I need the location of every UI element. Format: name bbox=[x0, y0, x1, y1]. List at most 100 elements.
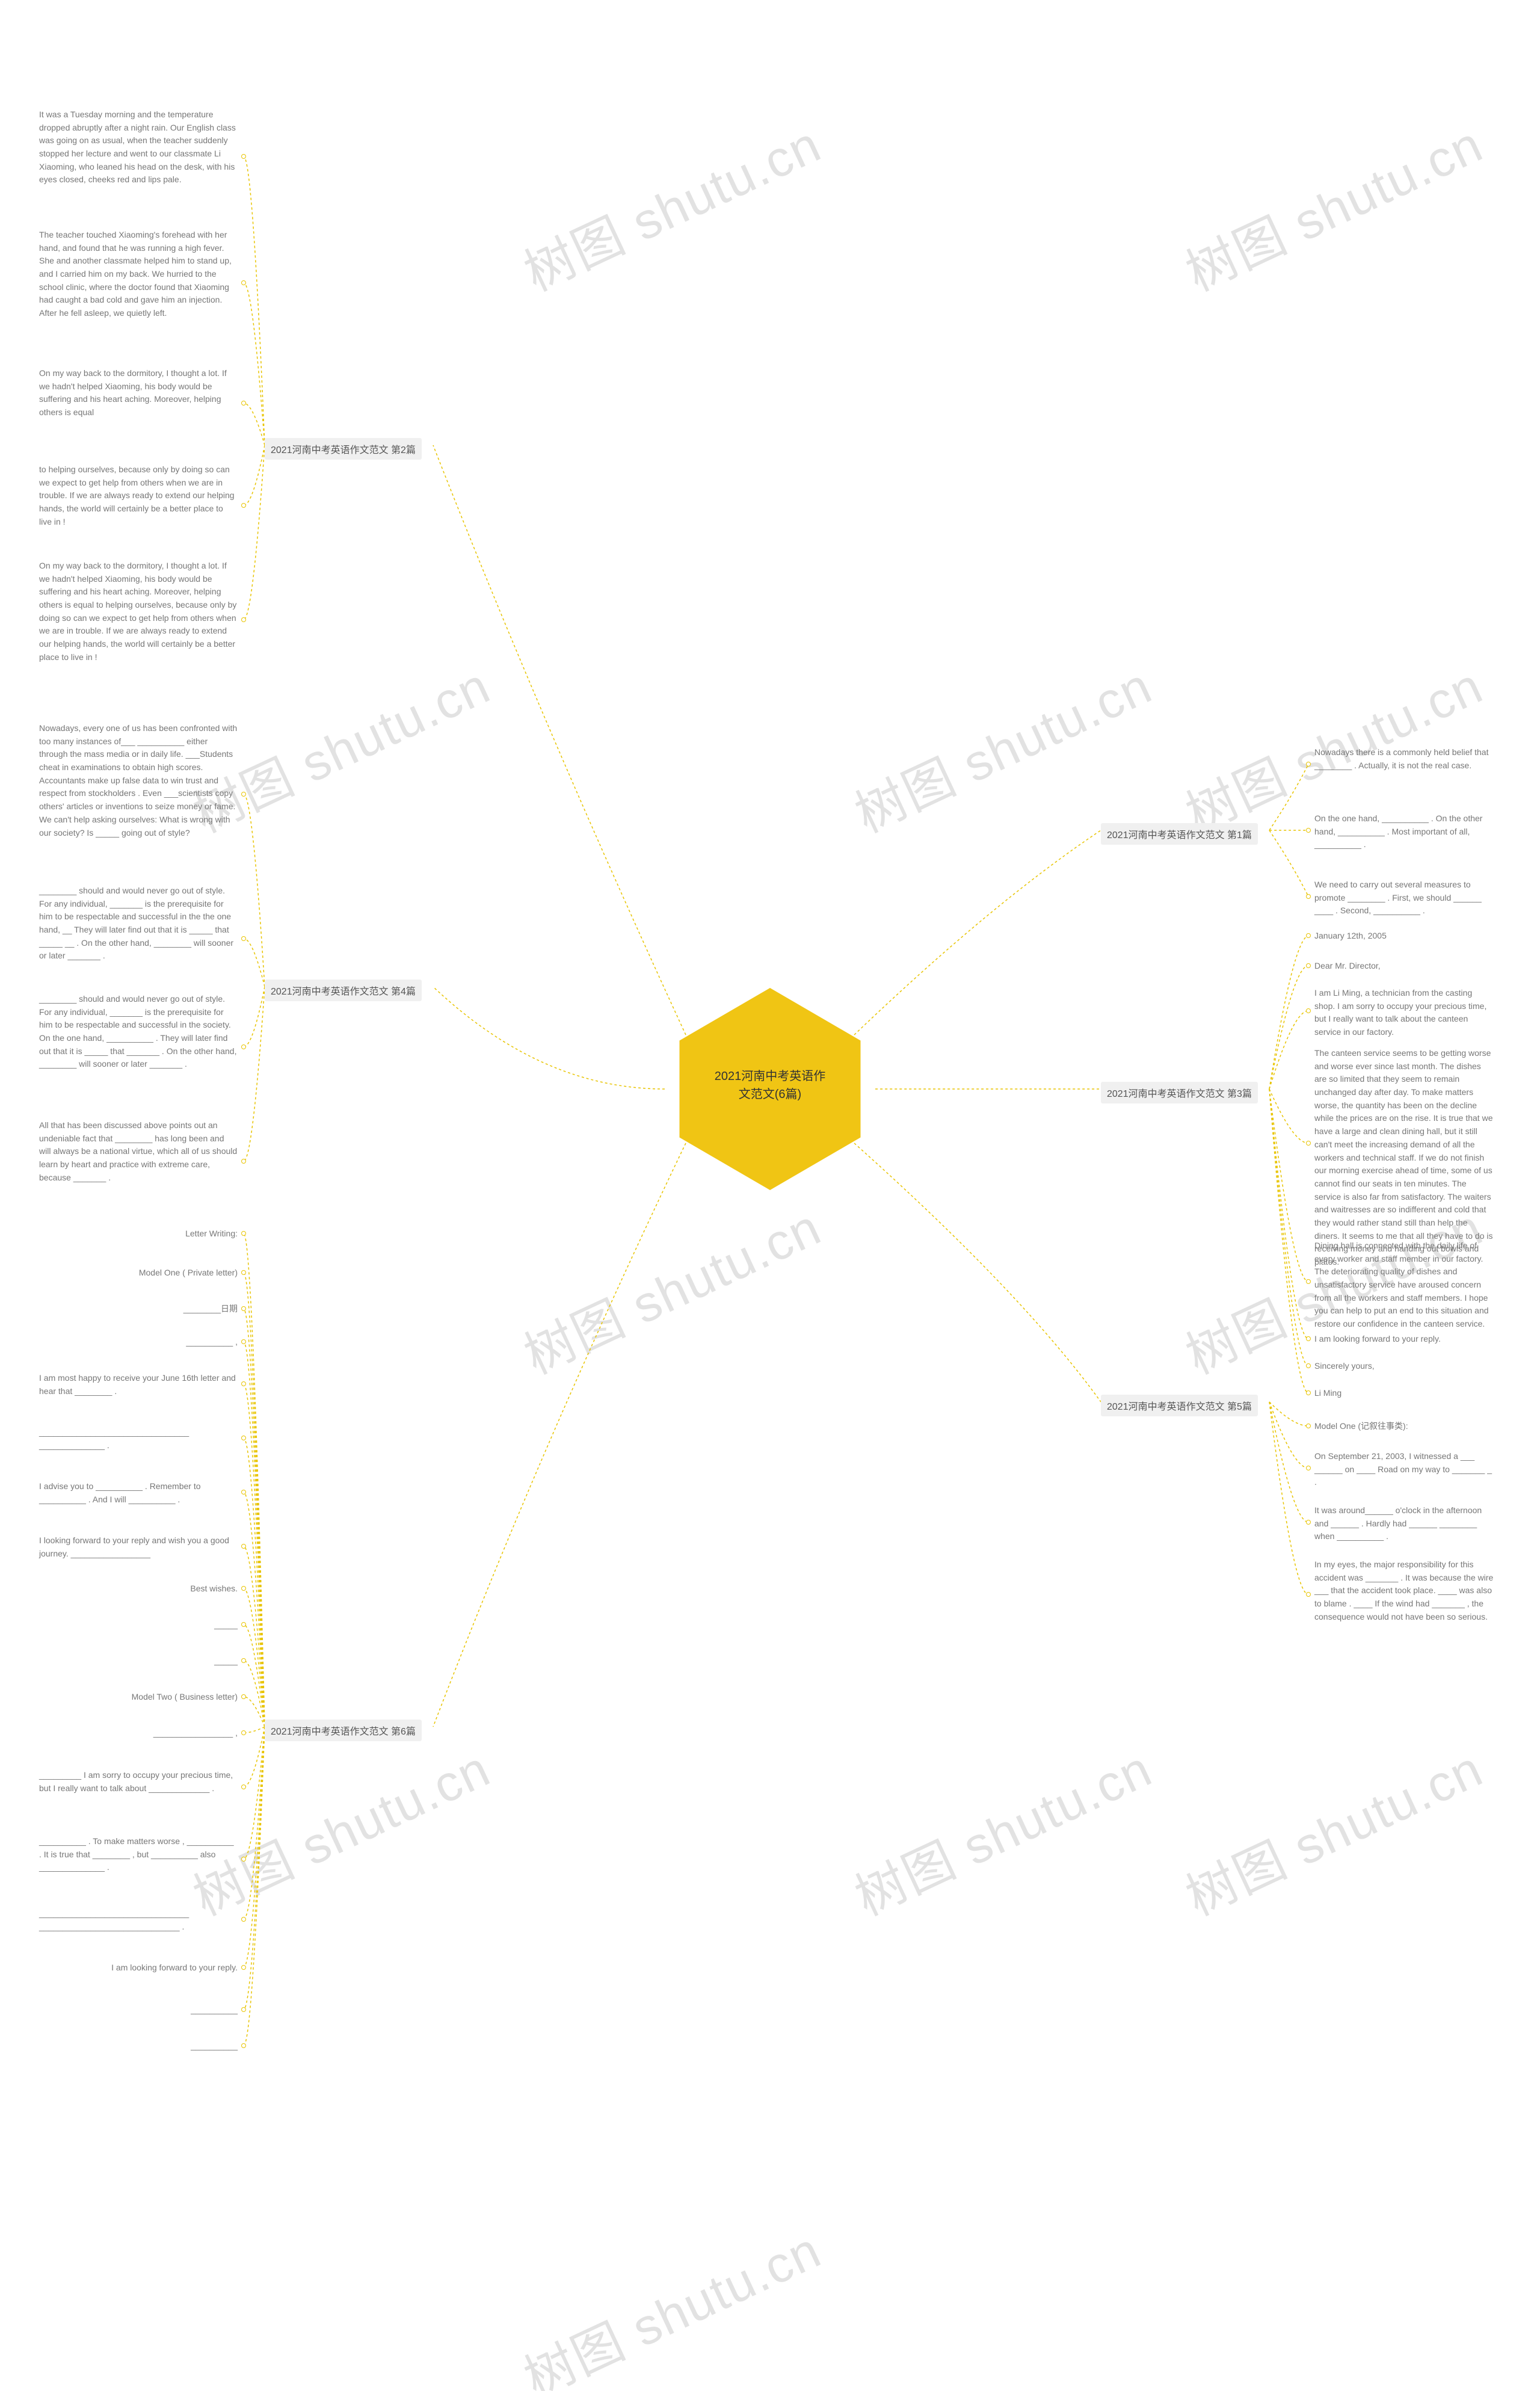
leaf-text: Model One ( Private letter) bbox=[39, 1266, 238, 1280]
leaf-dot bbox=[241, 1306, 246, 1311]
leaf-dot bbox=[1306, 1141, 1311, 1146]
leaf-dot bbox=[241, 792, 246, 797]
leaf-text: I am Li Ming, a technician from the cast… bbox=[1314, 987, 1495, 1039]
leaf-text: __________ , bbox=[39, 1336, 238, 1349]
leaf-text: I am looking forward to your reply. bbox=[39, 1961, 238, 1975]
watermark: 树图 shutu.cn bbox=[180, 1729, 500, 1930]
leaf-text: I am looking forward to your reply. bbox=[1314, 1333, 1495, 1346]
leaf-text: Li Ming bbox=[1314, 1387, 1495, 1400]
leaf-text: Letter Writing: bbox=[39, 1227, 238, 1241]
leaf-text: I looking forward to your reply and wish… bbox=[39, 1534, 238, 1560]
leaf-text: __________ . To make matters worse , ___… bbox=[39, 1835, 238, 1874]
leaf-dot bbox=[241, 1694, 246, 1699]
leaf-text: _____ bbox=[39, 1618, 238, 1632]
leaf-dot bbox=[241, 1381, 246, 1386]
leaf-dot bbox=[1306, 1008, 1311, 1013]
leaf-dot bbox=[1306, 1520, 1311, 1525]
leaf-text: On my way back to the dormitory, I thoug… bbox=[39, 560, 238, 664]
leaf-text: Model One (记叙往事类): bbox=[1314, 1420, 1495, 1433]
leaf-dot bbox=[1306, 963, 1311, 968]
leaf-dot bbox=[1306, 1592, 1311, 1597]
center-title: 2021河南中考英语作文范文(6篇) bbox=[710, 1067, 830, 1103]
leaf-dot bbox=[241, 1231, 246, 1236]
leaf-text: The canteen service seems to be getting … bbox=[1314, 1047, 1495, 1269]
leaf-dot bbox=[1306, 933, 1311, 938]
leaf-dot bbox=[1306, 1390, 1311, 1395]
watermark: 树图 shutu.cn bbox=[511, 1187, 831, 1388]
branch-5[interactable]: 2021河南中考英语作文范文 第5篇 bbox=[1101, 1395, 1258, 1416]
leaf-dot bbox=[241, 1544, 246, 1549]
leaf-text: Dear Mr. Director, bbox=[1314, 960, 1495, 973]
leaf-text: On my way back to the dormitory, I thoug… bbox=[39, 367, 238, 419]
watermark: 树图 shutu.cn bbox=[842, 646, 1162, 847]
leaf-dot bbox=[241, 503, 246, 508]
leaf-dot bbox=[241, 1917, 246, 1922]
mindmap-canvas: 树图 shutu.cn 树图 shutu.cn 树图 shutu.cn 树图 s… bbox=[0, 0, 1540, 2391]
connectors: .w{stroke:#e8c400;stroke-width:1.5;strok… bbox=[0, 0, 1540, 2391]
watermark: 树图 shutu.cn bbox=[842, 1729, 1162, 1930]
leaf-text: We need to carry out several measures to… bbox=[1314, 878, 1495, 918]
leaf-dot bbox=[241, 401, 246, 406]
leaf-dot bbox=[1306, 1466, 1311, 1470]
leaf-dot bbox=[1306, 1363, 1311, 1368]
leaf-text: It was a Tuesday morning and the tempera… bbox=[39, 108, 238, 187]
leaf-text: Dining hall is connected with the daily … bbox=[1314, 1239, 1495, 1331]
leaf-text: Best wishes. bbox=[39, 1582, 238, 1596]
leaf-dot bbox=[1306, 894, 1311, 899]
leaf-dot bbox=[1306, 1279, 1311, 1284]
leaf-text: On September 21, 2003, I witnessed a ___… bbox=[1314, 1450, 1495, 1489]
leaf-text: Model Two ( Business letter) bbox=[39, 1691, 238, 1704]
leaf-text: It was around______ o'clock in the after… bbox=[1314, 1504, 1495, 1543]
branch-2[interactable]: 2021河南中考英语作文范文 第2篇 bbox=[265, 438, 422, 460]
leaf-dot bbox=[241, 1857, 246, 1862]
leaf-dot bbox=[241, 1622, 246, 1627]
leaf-dot bbox=[241, 1044, 246, 1049]
leaf-text: In my eyes, the major responsibility for… bbox=[1314, 1558, 1495, 1623]
leaf-text: ________________________________ _______… bbox=[39, 1907, 238, 1933]
leaf-text: Sincerely yours, bbox=[1314, 1360, 1495, 1373]
leaf-dot bbox=[1306, 762, 1311, 767]
leaf-dot bbox=[241, 1785, 246, 1789]
leaf-dot bbox=[241, 1270, 246, 1275]
leaf-dot bbox=[241, 1658, 246, 1663]
center-node[interactable]: 2021河南中考英语作文范文(6篇) bbox=[665, 984, 875, 1194]
leaf-dot bbox=[241, 154, 246, 159]
watermark: 树图 shutu.cn bbox=[1172, 104, 1492, 305]
leaf-text: ________________________________ _______… bbox=[39, 1426, 238, 1452]
watermark: 树图 shutu.cn bbox=[511, 2210, 831, 2391]
leaf-text: _________ I am sorry to occupy your prec… bbox=[39, 1769, 238, 1795]
leaf-text: __________ bbox=[39, 2040, 238, 2053]
leaf-dot bbox=[241, 936, 246, 941]
leaf-dot bbox=[1306, 1336, 1311, 1341]
leaf-dot bbox=[241, 617, 246, 622]
leaf-dot bbox=[1306, 828, 1311, 833]
leaf-dot bbox=[241, 1965, 246, 1970]
branch-6[interactable]: 2021河南中考英语作文范文 第6篇 bbox=[265, 1720, 422, 1741]
watermark: 树图 shutu.cn bbox=[511, 104, 831, 305]
leaf-dot bbox=[241, 280, 246, 285]
leaf-dot bbox=[241, 2007, 246, 2012]
leaf-text: I am most happy to receive your June 16t… bbox=[39, 1372, 238, 1398]
leaf-text: __________ bbox=[39, 2004, 238, 2017]
leaf-text: January 12th, 2005 bbox=[1314, 930, 1495, 943]
leaf-dot bbox=[1306, 1424, 1311, 1428]
leaf-text: ________日期 bbox=[39, 1303, 238, 1316]
leaf-dot bbox=[241, 1159, 246, 1164]
branch-4[interactable]: 2021河南中考英语作文范文 第4篇 bbox=[265, 980, 422, 1001]
leaf-text: _________________ , bbox=[39, 1727, 238, 1740]
leaf-text: Nowadays there is a commonly held belief… bbox=[1314, 746, 1495, 772]
leaf-dot bbox=[241, 1730, 246, 1735]
leaf-dot bbox=[241, 1586, 246, 1591]
leaf-text: to helping ourselves, because only by do… bbox=[39, 463, 238, 528]
leaf-text: ________ should and would never go out o… bbox=[39, 993, 238, 1071]
leaf-dot bbox=[241, 2043, 246, 2048]
branch-1[interactable]: 2021河南中考英语作文范文 第1篇 bbox=[1101, 823, 1258, 845]
leaf-text: ________ should and would never go out o… bbox=[39, 884, 238, 963]
leaf-dot bbox=[241, 1436, 246, 1440]
leaf-text: I advise you to __________ . Remember to… bbox=[39, 1480, 238, 1506]
leaf-dot bbox=[241, 1339, 246, 1344]
leaf-text: The teacher touched Xiaoming's forehead … bbox=[39, 229, 238, 320]
branch-3[interactable]: 2021河南中考英语作文范文 第3篇 bbox=[1101, 1082, 1258, 1103]
watermark: 树图 shutu.cn bbox=[1172, 1729, 1492, 1930]
leaf-text: All that has been discussed above points… bbox=[39, 1119, 238, 1184]
